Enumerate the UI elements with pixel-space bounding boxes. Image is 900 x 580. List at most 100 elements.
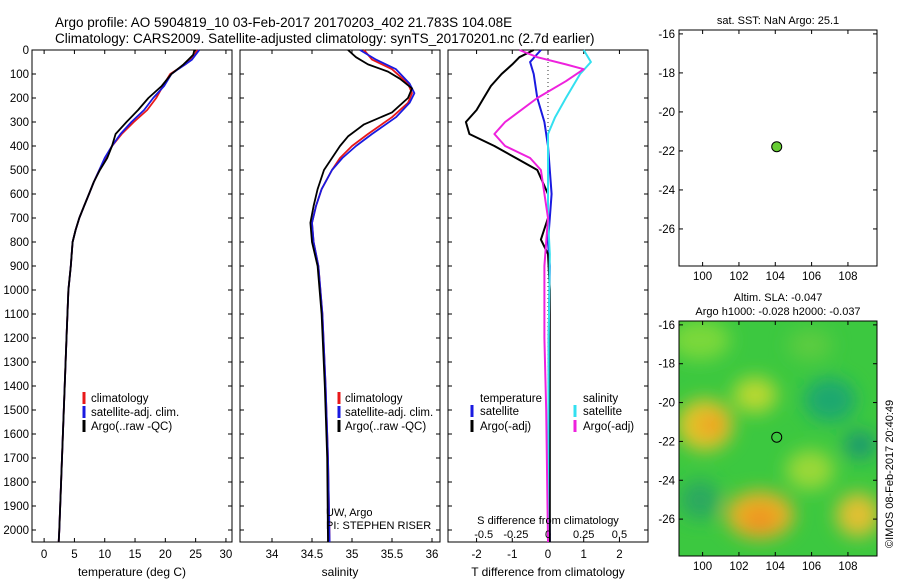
legend-climatology: climatology	[91, 393, 149, 405]
x-tick-label: 25	[189, 549, 202, 561]
temperature-x-label: temperature (deg C)	[78, 565, 186, 579]
x-tick-label: 36	[426, 549, 439, 561]
x-tick-label: 1	[581, 549, 587, 561]
salinity-plot-frame	[239, 49, 441, 543]
sst-map-points	[771, 141, 783, 153]
depth-tick-label: 1800	[3, 477, 29, 489]
sla-blob	[786, 450, 834, 490]
depth-tick-label: 1600	[3, 429, 29, 441]
argo-location-point	[771, 141, 783, 153]
depth-tick-label: 2000	[3, 525, 29, 537]
series-line-climatology	[57, 49, 199, 543]
x-tick-label: -2	[471, 549, 481, 561]
depth-tick-label: 200	[10, 93, 29, 105]
map-x-tick-label: 100	[693, 561, 712, 573]
legend-temp-satellite: satellite	[480, 406, 519, 418]
sla-blob	[844, 431, 876, 459]
depth-tick-label: 1200	[3, 333, 29, 345]
top-tick-label: -0.5	[474, 529, 493, 541]
legend-sal-satellite: satellite	[583, 406, 622, 418]
x-tick-label: 34	[266, 549, 279, 561]
legend-temp-argo: Argo(-adj)	[480, 421, 531, 433]
map-x-tick-label: 108	[838, 271, 857, 283]
x-tick-label: 10	[98, 549, 111, 561]
map-x-tick-label: 106	[802, 271, 821, 283]
depth-tick-label: 1000	[3, 285, 29, 297]
figure-title-line2: Climatology: CARS2009. Satellite-adjuste…	[55, 31, 595, 46]
difference-y-ticks	[448, 49, 648, 531]
legend-satellite: satellite-adj. clim.	[91, 407, 179, 419]
sla-map-title-line2: Argo h1000: -0.028 h2000: -0.037	[695, 306, 860, 318]
legend-argo: Argo(..raw -QC)	[345, 421, 426, 433]
salinity-diff-tick-labels: -0.5 -0.25 0 0.25 0.5	[474, 529, 627, 541]
sla-map-frame	[678, 320, 878, 557]
map-x-tick-label: 106	[802, 561, 821, 573]
temperature-x-axis: 0 5 10 15 20 25 30	[41, 50, 232, 561]
map-y-tick-label: -22	[658, 436, 675, 448]
x-tick-label: -1	[507, 549, 517, 561]
temperature-plot-frame	[31, 49, 233, 543]
depth-tick-label: 700	[10, 213, 29, 225]
map-y-tick-label: -24	[658, 475, 675, 487]
salinity-legend: climatology satellite-adj. clim. Argo(..…	[337, 392, 433, 433]
legend-sal-argo: Argo(-adj)	[583, 421, 634, 433]
sst-map-title: sat. SST: NaN Argo: 25.1	[717, 15, 839, 27]
argo-location-marker	[771, 431, 783, 443]
temperature-panel: 0100200300400500600700800900100011001200…	[3, 45, 233, 579]
figure-title-line1: Argo profile: AO 5904819_10 03-Feb-2017 …	[55, 15, 512, 30]
sla-heatmap	[679, 321, 877, 556]
depth-tick-label: 1500	[3, 405, 29, 417]
series-line-salinity-argo-adj-	[493, 49, 585, 543]
salinity-panel: 34 34.5 35 35.5 36 salinity climatology sate…	[239, 49, 441, 579]
difference-x-axis: -2 -1 0 1 2	[471, 50, 623, 561]
sla-blob	[744, 508, 776, 532]
sla-blob	[733, 377, 777, 413]
series-line-salinity-satellite	[547, 49, 592, 543]
sla-blob	[804, 378, 856, 422]
x-tick-label: 35	[346, 549, 359, 561]
depth-tick-label: 1100	[4, 309, 29, 321]
top-tick-label: 0	[545, 529, 551, 541]
legend-satellite: satellite-adj. clim.	[345, 407, 433, 419]
series-line-argo-adj-	[464, 49, 551, 542]
depth-tick-label: 300	[10, 117, 29, 129]
top-tick-label: 0.5	[612, 529, 627, 541]
sst-map-panel: sat. SST: NaN Argo: 25.1 100 102 104 106 108…	[658, 15, 878, 283]
sst-map-axes: 100 102 104 106 108 -16 -18 -20 -22 -24 -26	[658, 29, 877, 283]
map-x-tick-label: 102	[729, 561, 748, 573]
depth-tick-label: 1900	[3, 501, 29, 513]
depth-tick-label: 600	[10, 189, 29, 201]
sla-blob	[836, 493, 877, 537]
x-tick-label: 15	[129, 549, 142, 561]
salinity-x-label: salinity	[322, 565, 359, 579]
imos-timestamp: ©IMOS 08-Feb-2017 20:40:49	[884, 400, 896, 548]
sla-blob	[788, 329, 832, 361]
legend-climatology: climatology	[345, 393, 403, 405]
depth-tick-label: 1400	[3, 381, 29, 393]
map-x-tick-label: 102	[729, 271, 748, 283]
x-tick-label: 5	[71, 549, 77, 561]
series-line-argo-raw-qc-	[309, 49, 413, 543]
x-tick-label: 20	[159, 549, 172, 561]
map-y-tick-label: -26	[658, 514, 675, 526]
map-x-tick-label: 104	[766, 561, 786, 573]
series-line-satellite-adj-clim-	[57, 49, 201, 543]
x-tick-label: 0	[545, 549, 551, 561]
legend-salinity-header: salinity	[583, 393, 618, 405]
x-tick-label: 30	[220, 549, 233, 561]
sla-map-axes: 100 102 104 106 108 -16 -18 -20 -22 -24 -26	[658, 320, 877, 573]
map-y-tick-label: -22	[658, 146, 675, 158]
sla-map-title-line1: Altim. SLA: -0.047	[734, 292, 823, 304]
temperature-legend: climatology satellite-adj. clim. Argo(..…	[82, 392, 179, 433]
sla-map-panel: Altim. SLA: -0.047 Argo h1000: -0.028 h2…	[658, 292, 896, 573]
series-line-argo-raw-qc-	[57, 49, 196, 543]
depth-tick-label: 0	[23, 45, 29, 57]
difference-x-label: T difference from climatology	[471, 565, 625, 579]
difference-top-label: S difference from climatology	[477, 515, 619, 527]
map-y-tick-label: -24	[658, 185, 675, 197]
x-tick-label: 2	[616, 549, 622, 561]
map-x-tick-label: 108	[838, 561, 857, 573]
difference-series	[464, 49, 592, 543]
data-source-label: UW, Argo	[326, 507, 372, 519]
